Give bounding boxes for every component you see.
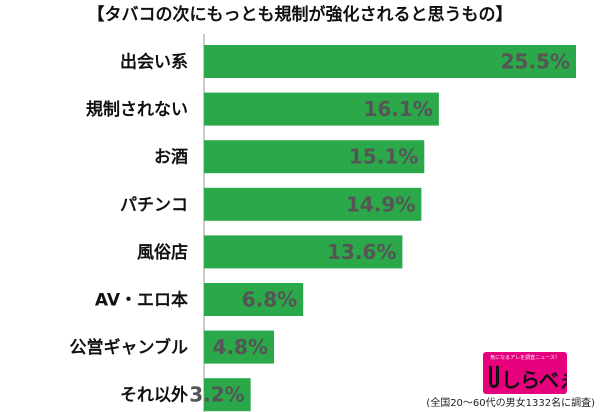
bar (204, 140, 425, 174)
category-label: お酒 (154, 147, 188, 168)
bar (204, 378, 251, 412)
bar (204, 283, 304, 316)
bar (204, 92, 439, 126)
category-label: AV・エロ本 (95, 290, 188, 311)
category-label: 規制されない (86, 99, 188, 120)
bar-value-label: 13.6% (327, 240, 396, 264)
bar-value-label: 14.9% (346, 192, 415, 216)
bar-value-label: 25.5% (501, 50, 570, 74)
bar (204, 45, 576, 78)
chart-title: 【タバコの次にもっとも規制が強化されると思うもの】 (87, 5, 513, 25)
bar (204, 330, 275, 364)
bar (204, 187, 422, 221)
bar (204, 235, 403, 269)
category-label: 出会い系 (120, 52, 188, 73)
logo-mark-icon (489, 366, 499, 388)
category-label: 風俗店 (137, 242, 188, 263)
logo-text: しらべぇ (501, 368, 567, 392)
bar-value-label: 16.1% (363, 97, 432, 121)
logo-tagline: 気になるアレを調査ニュース！ (490, 355, 560, 361)
bar-value-label: 6.8% (242, 288, 297, 312)
category-label: 公営ギャンブル (70, 337, 189, 358)
survey-footnote: (全国20〜60代の男女1332名に調査) (426, 398, 595, 409)
bar-value-label: 15.1% (349, 145, 418, 169)
bar-value-label: 3.2% (189, 383, 244, 407)
shirabee-logo: 気になるアレを調査ニュース！ しらべぇ (483, 352, 567, 394)
category-label: パチンコ (120, 195, 188, 215)
category-label: それ以外 (120, 385, 188, 406)
bar-value-label: 4.8% (213, 335, 268, 359)
